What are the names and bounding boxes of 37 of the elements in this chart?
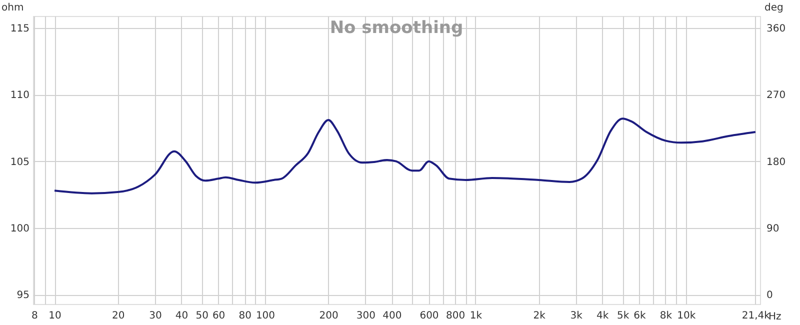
x-tick-label: 300 <box>356 310 376 322</box>
x-tick-label: 8k <box>660 310 672 322</box>
y2-tick-label: 90 <box>766 224 780 234</box>
x-tick-label: 40 <box>175 310 188 322</box>
y2-tick-label: 0 <box>766 290 773 302</box>
x-tick-label: 10k <box>677 310 696 322</box>
x-tick-label: 1k <box>470 310 482 322</box>
y-tick-label: 110 <box>10 90 30 102</box>
x-tick-label: 8 <box>31 310 38 322</box>
x-tick-label: 5k <box>616 310 630 322</box>
x-tick-label: 3k <box>570 310 583 322</box>
x-axis-title: Hz <box>768 312 782 322</box>
x-tick-label: 2k <box>533 310 546 322</box>
x-tick-label: 20 <box>112 310 125 322</box>
x-tick-label: 60 <box>212 310 226 322</box>
x-tick-label: 100 <box>256 310 276 322</box>
x-tick-label: 600 <box>420 310 439 322</box>
y-tick-label: 115 <box>10 24 30 34</box>
y-tick-label: 100 <box>10 224 30 234</box>
x-tick-label: 4k <box>596 310 609 322</box>
x-tick-label: 10 <box>48 310 62 322</box>
y2-tick-label: 360 <box>766 24 786 34</box>
y-tick-label: 95 <box>16 290 30 302</box>
x-tick-label: 800 <box>446 310 466 322</box>
x-tick-label: 6k <box>634 310 646 322</box>
y2-tick-label: 180 <box>766 156 786 168</box>
x-tick-label: 50 <box>196 310 209 322</box>
x-tick-label: 200 <box>319 310 338 322</box>
y2-tick-label: 270 <box>766 90 786 102</box>
x-tick-label: 21,4k <box>742 310 770 322</box>
chart-title: No smoothing <box>330 18 464 38</box>
y2-axis-title: deg <box>764 2 784 14</box>
y-tick-label: 105 <box>10 156 30 168</box>
x-tick-label: 80 <box>238 310 252 322</box>
x-tick-label: 400 <box>382 310 402 322</box>
x-tick-label: 30 <box>149 310 162 322</box>
y-axis-title: ohm <box>2 2 24 14</box>
